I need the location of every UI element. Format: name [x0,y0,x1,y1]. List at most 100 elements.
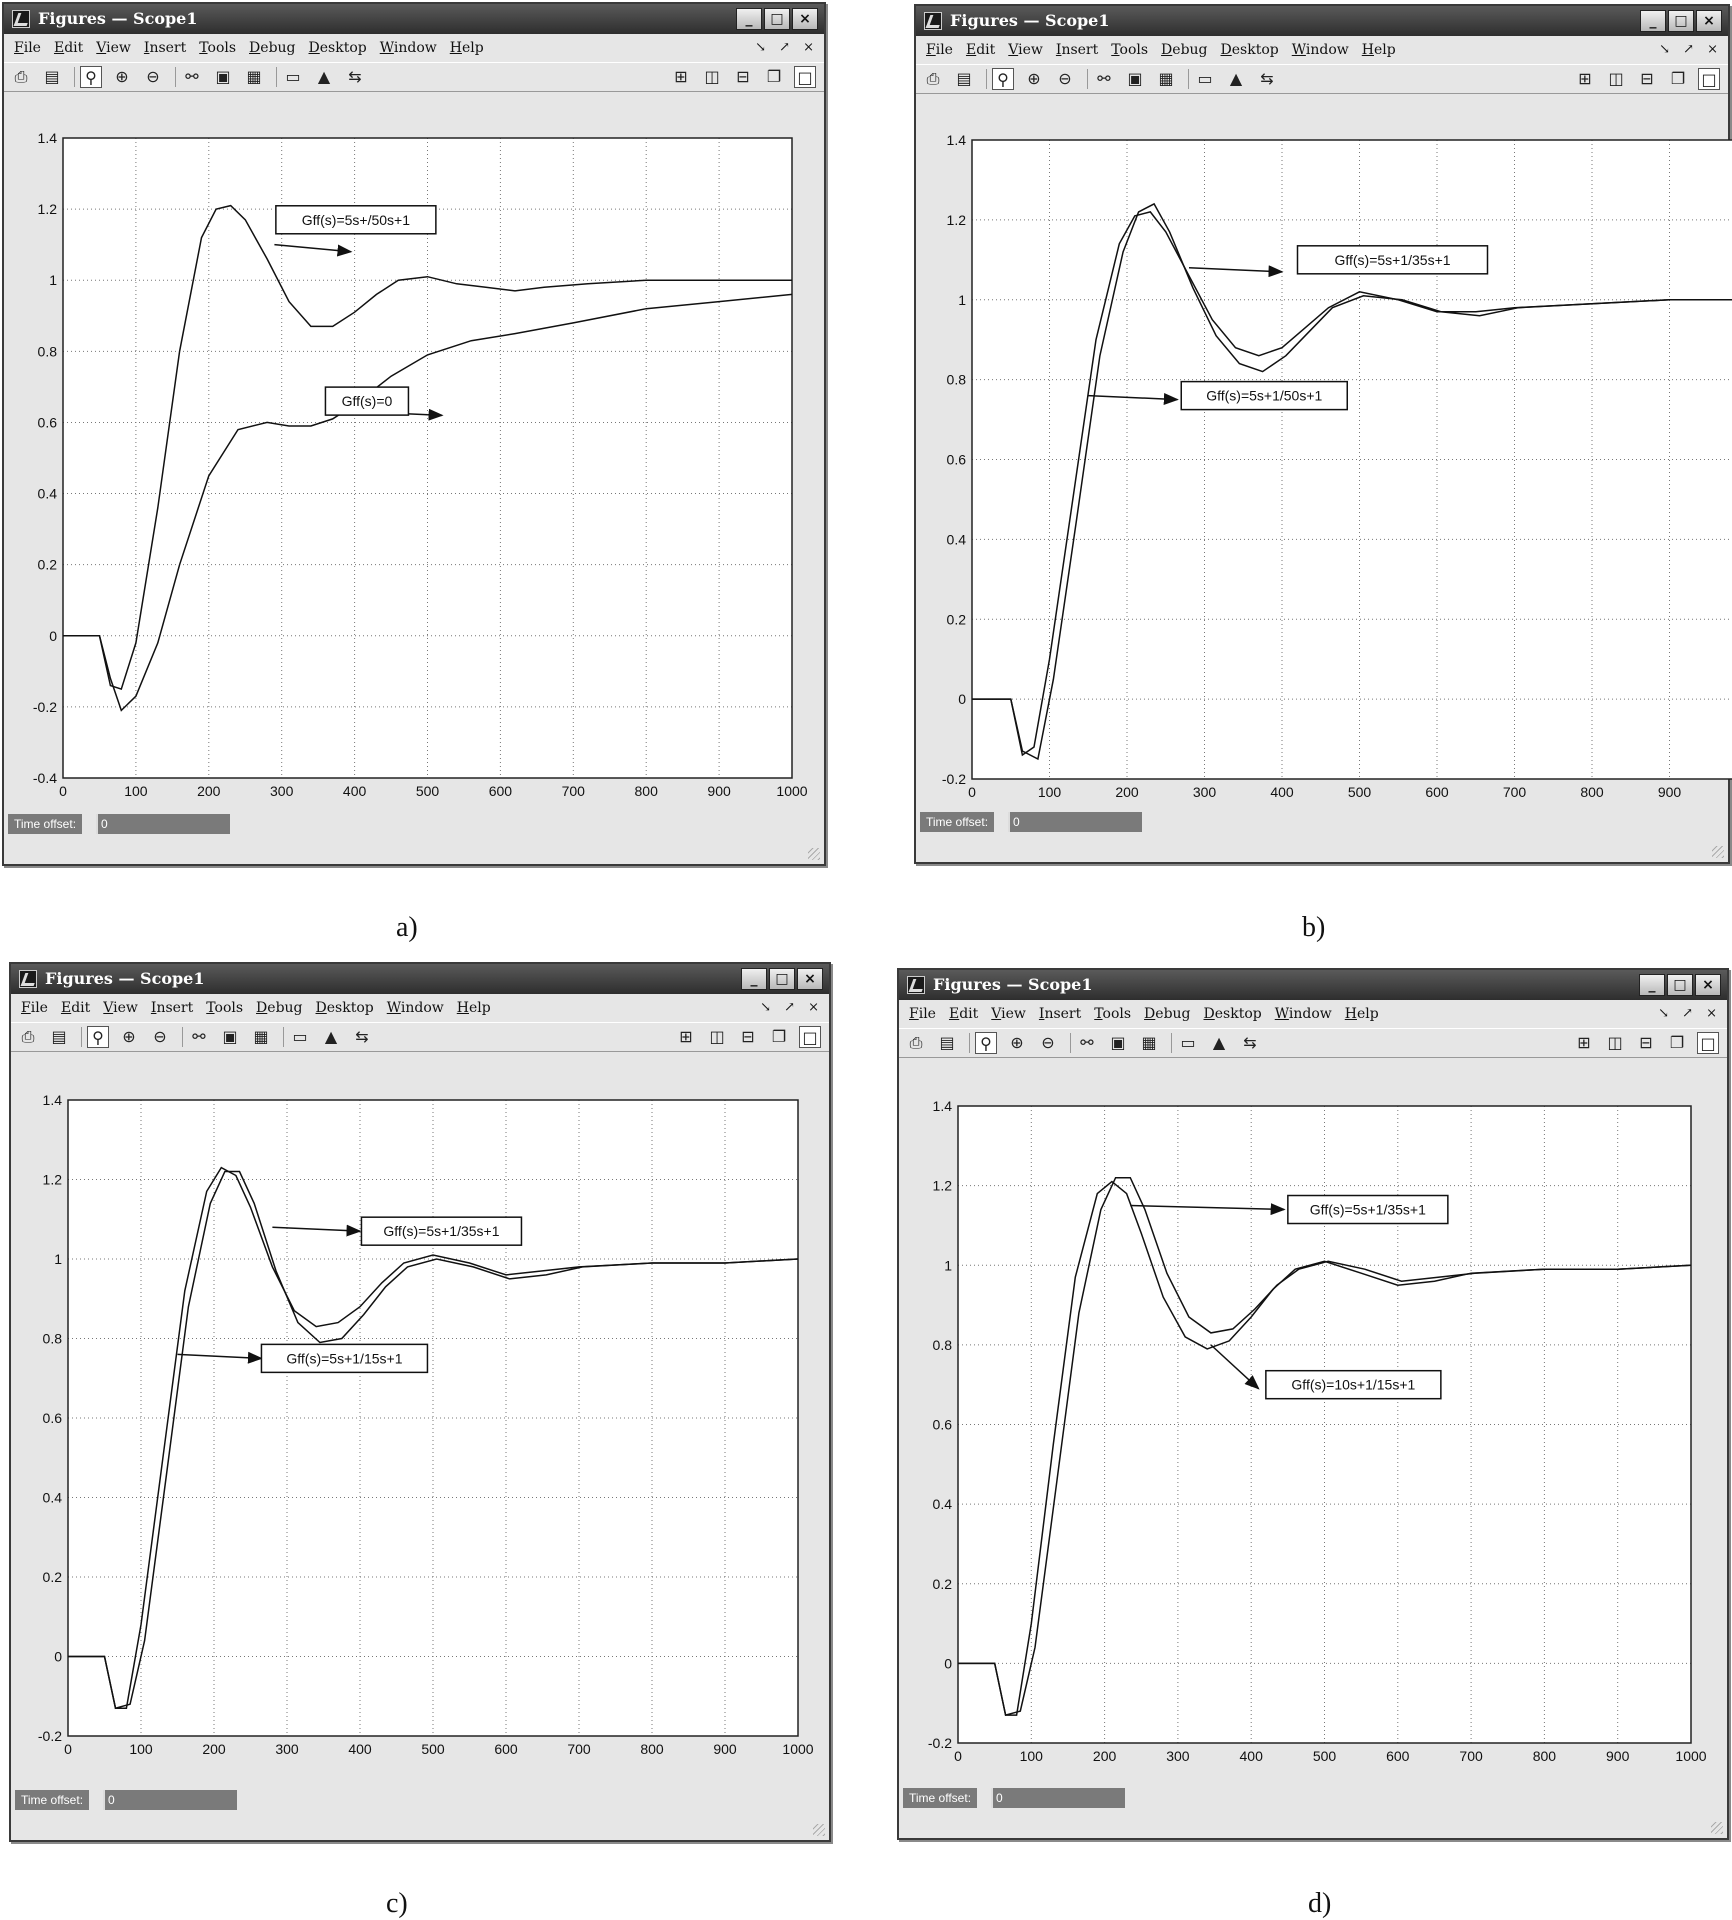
paste-icon[interactable]: ▦ [1158,69,1174,88]
menu-tools[interactable]: Tools [199,40,237,56]
tile-icon[interactable]: ⊞ [1578,69,1592,88]
menu-desktop[interactable]: Desktop [1220,42,1279,58]
menu-debug[interactable]: Debug [1144,1006,1191,1022]
menu-insert[interactable]: Insert [1038,1006,1082,1022]
save-icon[interactable]: ▭ [1180,1033,1196,1052]
undock-icon[interactable]: ↘ [755,40,766,55]
menu-help[interactable]: Help [1344,1006,1379,1022]
title-bar[interactable]: Figures — Scope1 _ □ × [4,4,824,34]
menu-window[interactable]: Window [1291,42,1349,58]
close-panel-icon[interactable]: × [1707,42,1718,57]
scope-plot[interactable]: 01002003004005006007008009001000-0.200.2… [916,130,1732,829]
print-preview-icon[interactable]: ▤ [44,67,60,86]
link-icon[interactable]: ⇆ [1243,1033,1257,1052]
close-button[interactable]: × [1696,10,1722,32]
find-icon[interactable]: ⚯ [185,67,199,86]
link-icon[interactable]: ⇆ [1260,69,1274,88]
dock-icon[interactable]: ↗ [1683,42,1694,57]
resize-grip[interactable] [808,848,820,860]
find-icon[interactable]: ⚯ [1080,1033,1094,1052]
menu-file[interactable]: File [21,1000,48,1016]
find-icon[interactable]: ⚯ [1097,69,1111,88]
split-horizontal-icon[interactable]: ⊟ [736,67,750,86]
minimize-button[interactable]: _ [1640,10,1666,32]
resize-grip[interactable] [813,1824,825,1836]
dock-icon[interactable]: ↗ [1682,1006,1693,1021]
copy-figure-icon[interactable]: ▣ [1110,1033,1126,1052]
zoom-in-icon[interactable]: ⊕ [1010,1033,1024,1052]
link-icon[interactable]: ⇆ [355,1027,369,1046]
tile-icon[interactable]: ⊞ [674,67,688,86]
tile-icon[interactable]: ⊞ [679,1027,693,1046]
maximize-panel-icon[interactable]: □ [1698,68,1720,90]
link-icon[interactable]: ⇆ [348,67,362,86]
undock-icon[interactable]: ↘ [1659,42,1670,57]
copy-figure-icon[interactable]: ▣ [222,1027,238,1046]
menu-file[interactable]: File [14,40,41,56]
print-preview-icon[interactable]: ▤ [51,1027,67,1046]
save-icon[interactable]: ▭ [1197,69,1213,88]
zoom-in-icon[interactable]: ⊕ [122,1027,136,1046]
print-icon[interactable]: ⎙ [21,1027,35,1046]
title-bar[interactable]: Figures — Scope1 _ □ × [916,6,1728,36]
split-vertical-icon[interactable]: ◫ [1607,1033,1623,1052]
menu-view[interactable]: View [103,1000,138,1016]
resize-grip[interactable] [1712,846,1724,858]
menu-file[interactable]: File [926,42,953,58]
menu-view[interactable]: View [1008,42,1043,58]
lock-icon[interactable]: ▲ [317,67,331,86]
menu-window[interactable]: Window [379,40,437,56]
dock-icon[interactable]: ↗ [779,40,790,55]
time-offset-field[interactable]: 0 [991,1788,1125,1808]
menu-tools[interactable]: Tools [1094,1006,1132,1022]
time-offset-field[interactable]: 0 [96,814,230,834]
zoom-icon[interactable]: ⚲ [992,68,1014,90]
title-bar[interactable]: Figures — Scope1 _ □ × [11,964,829,994]
split-horizontal-icon[interactable]: ⊟ [1640,69,1654,88]
float-icon[interactable]: ❐ [1669,1033,1685,1052]
print-icon[interactable]: ⎙ [909,1033,923,1052]
dock-icon[interactable]: ↗ [784,1000,795,1015]
close-panel-icon[interactable]: × [803,40,814,55]
menu-window[interactable]: Window [386,1000,444,1016]
menu-file[interactable]: File [909,1006,936,1022]
menu-help[interactable]: Help [456,1000,491,1016]
lock-icon[interactable]: ▲ [324,1027,338,1046]
lock-icon[interactable]: ▲ [1229,69,1243,88]
float-icon[interactable]: ❐ [766,67,782,86]
time-offset-field[interactable]: 0 [103,1790,237,1810]
print-icon[interactable]: ⎙ [926,69,940,88]
print-preview-icon[interactable]: ▤ [939,1033,955,1052]
zoom-icon[interactable]: ⚲ [975,1032,997,1054]
time-offset-field[interactable]: 0 [1008,812,1142,832]
split-horizontal-icon[interactable]: ⊟ [741,1027,755,1046]
float-icon[interactable]: ❐ [1670,69,1686,88]
maximize-panel-icon[interactable]: □ [1697,1032,1719,1054]
menu-help[interactable]: Help [449,40,484,56]
menu-debug[interactable]: Debug [249,40,296,56]
zoom-icon[interactable]: ⚲ [87,1026,109,1048]
split-horizontal-icon[interactable]: ⊟ [1639,1033,1653,1052]
menu-view[interactable]: View [991,1006,1026,1022]
float-icon[interactable]: ❐ [771,1027,787,1046]
title-bar[interactable]: Figures — Scope1 _ □ × [899,970,1727,1000]
zoom-out-icon[interactable]: ⊖ [153,1027,167,1046]
maximize-panel-icon[interactable]: □ [799,1026,821,1048]
menu-help[interactable]: Help [1361,42,1396,58]
scope-plot[interactable]: 0 100 200 300 400 500 600 700 800 900 1000 -0.4 -0.2… [4,128,828,828]
menu-debug[interactable]: Debug [1161,42,1208,58]
menu-desktop[interactable]: Desktop [1203,1006,1262,1022]
menu-insert[interactable]: Insert [143,40,187,56]
copy-figure-icon[interactable]: ▣ [215,67,231,86]
zoom-out-icon[interactable]: ⊖ [146,67,160,86]
menu-view[interactable]: View [96,40,131,56]
close-button[interactable]: × [792,8,818,30]
menu-insert[interactable]: Insert [1055,42,1099,58]
save-icon[interactable]: ▭ [292,1027,308,1046]
save-icon[interactable]: ▭ [285,67,301,86]
resize-grip[interactable] [1711,1822,1723,1834]
minimize-button[interactable]: _ [736,8,762,30]
menu-edit[interactable]: Edit [965,42,996,58]
